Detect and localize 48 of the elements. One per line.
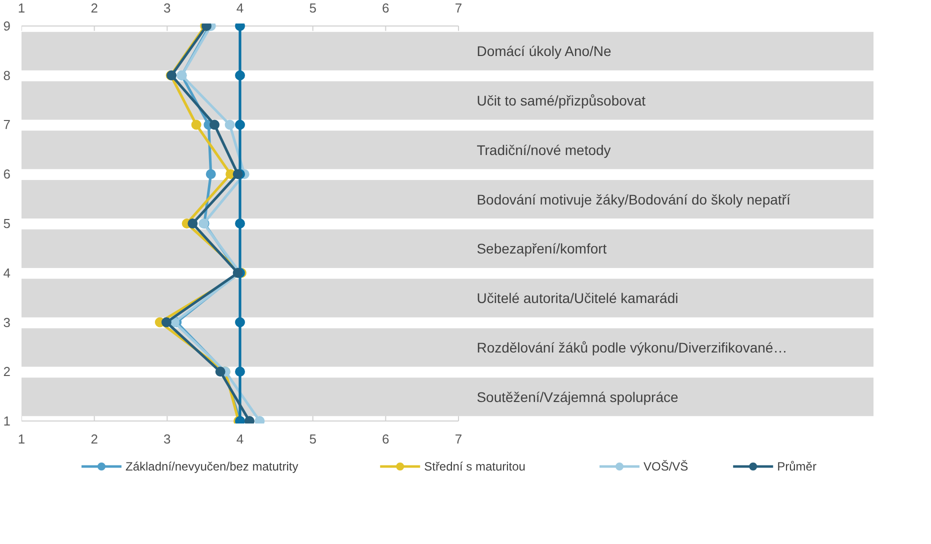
y-tick-label: 3: [3, 314, 11, 330]
y-tick-label: 8: [3, 68, 11, 83]
band-label: Soutěžení/Vzájemná spolupráce: [476, 388, 678, 405]
point: [215, 366, 226, 377]
x-tick-label: 6: [382, 0, 390, 16]
legend-label: VOŠ/VŠ: [644, 460, 688, 474]
legend-label: Základní/nevyučen/bez matutrity: [126, 460, 298, 474]
band-label: Domácí úkoly Ano/Ne: [476, 43, 612, 60]
x-tick-label: 1: [18, 0, 26, 16]
band-label: Bodování motivuje žáky/Bodování do školy nepatří: [476, 191, 790, 208]
point: [191, 120, 202, 130]
band-label: Učitelé autorita/Učitelé kamarádi: [476, 290, 678, 306]
x2-tick-label: 2: [90, 432, 98, 446]
y-tick-label: 9: [3, 18, 11, 34]
point: [210, 120, 220, 130]
y-tick-label: 2: [3, 364, 11, 380]
point: [235, 366, 245, 377]
y-tick-label: 5: [3, 216, 11, 231]
x2-tick-label: 1: [18, 432, 26, 446]
x-tick-label: 3: [164, 0, 171, 16]
point: [188, 218, 198, 228]
y-tick-label: 7: [3, 117, 11, 132]
y-tick-label: 4: [3, 265, 11, 280]
x-tick-label: 2: [90, 0, 98, 16]
x2-tick-label: 3: [164, 432, 171, 446]
x-tick-label: 4: [236, 0, 244, 16]
band-label: Učit to samé/přizpůsobovat: [476, 92, 646, 109]
y-tick-label: 6: [3, 166, 11, 182]
point: [161, 317, 172, 328]
point: [224, 120, 235, 130]
y-tick-label: 1: [3, 414, 11, 429]
x-tick-label: 7: [454, 0, 462, 16]
point: [206, 169, 216, 180]
band-label: Rozdělování žáků podle výkonu/Diverzifikované…: [476, 339, 788, 356]
x2-tick-label: 6: [382, 432, 390, 446]
point: [235, 120, 245, 130]
x2-tick-label: 4: [236, 432, 244, 446]
point: [235, 70, 245, 80]
x2-tick-label: 5: [309, 432, 316, 446]
x2-tick-label: 7: [454, 432, 462, 446]
legend-label: Průměr: [777, 460, 816, 474]
point: [232, 169, 243, 180]
point: [235, 218, 245, 228]
legend-label: Střední s maturitou: [424, 460, 526, 474]
band-label: Sebezapření/komfort: [476, 240, 607, 257]
x-tick-label: 5: [309, 0, 316, 16]
band-label: Tradiční/nové metody: [476, 142, 611, 158]
point: [235, 317, 245, 328]
